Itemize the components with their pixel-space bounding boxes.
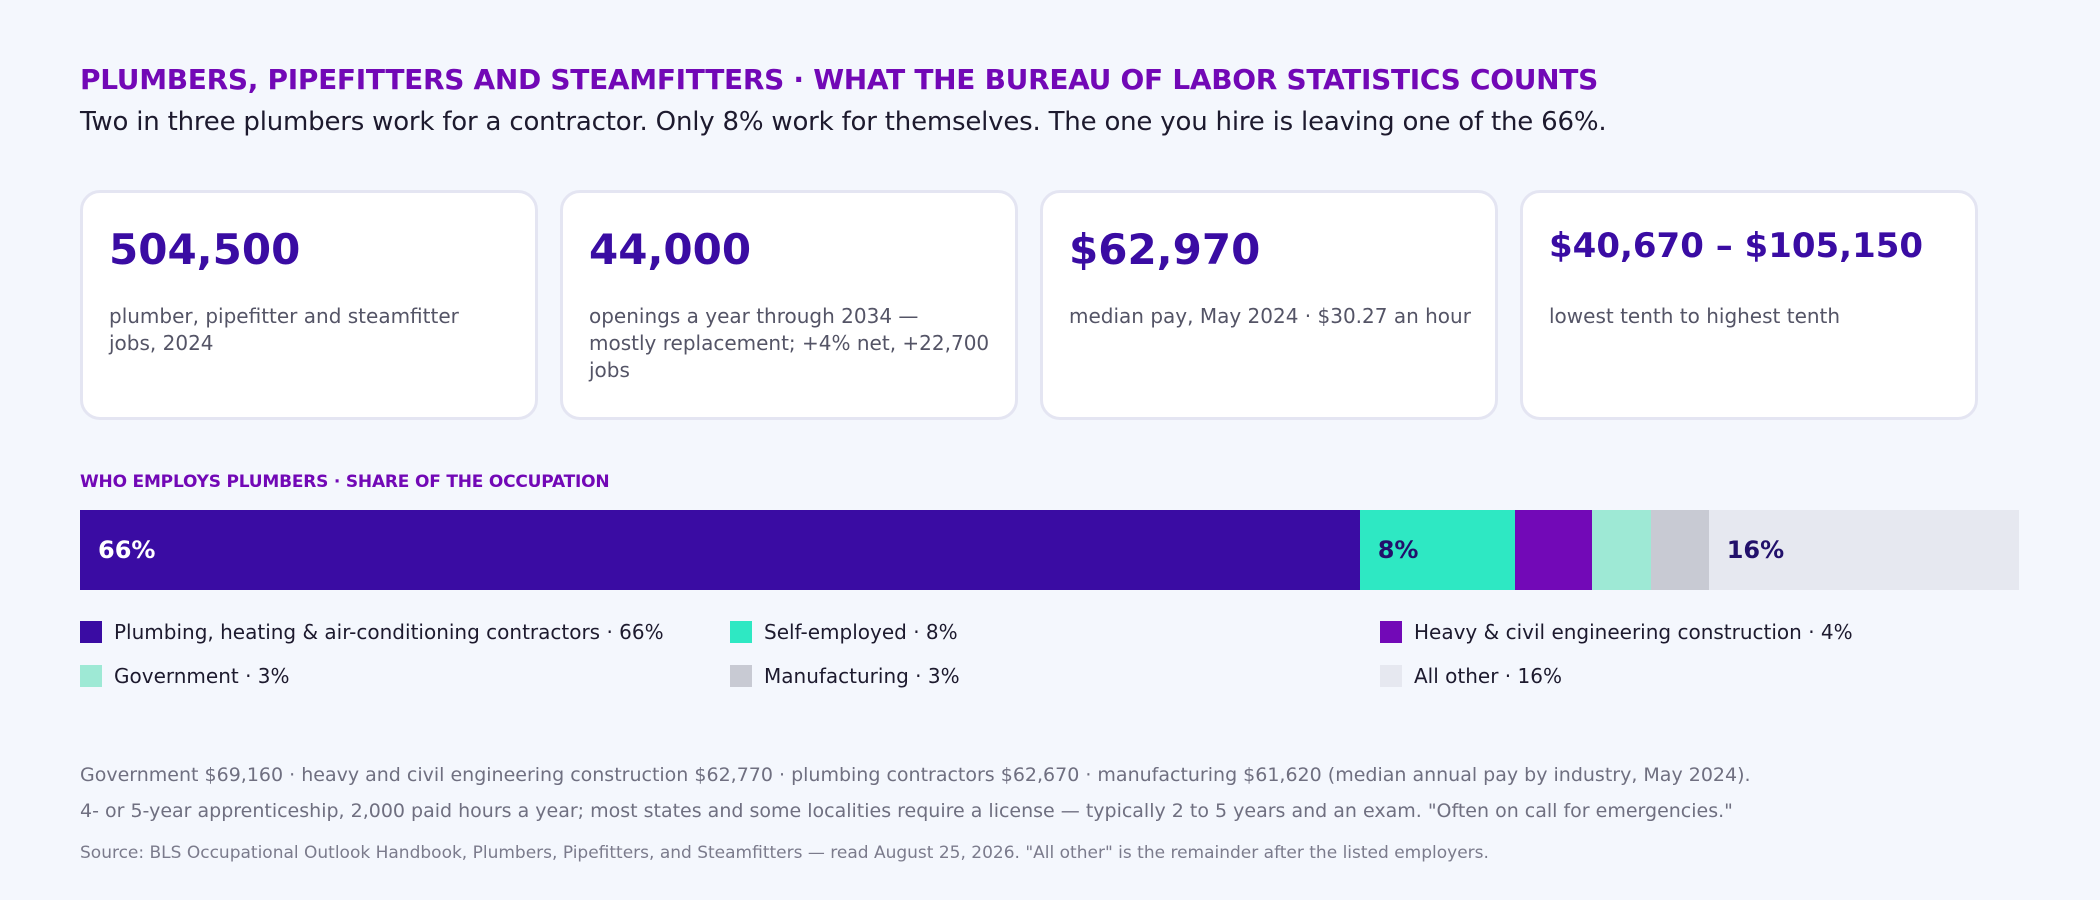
stat-desc: openings a year through 2034 — mostly re… (589, 304, 990, 382)
stat-card-jobs: 504,500 plumber, pipefitter and steamfit… (80, 190, 538, 420)
bar-segment-manufacturing (1650, 510, 1709, 590)
subtitle: Two in three plumbers work for a contrac… (80, 107, 1607, 137)
legend-item: All other · 16% (1380, 664, 1562, 688)
stat-card-openings: 44,000 openings a year through 2034 — mo… (560, 190, 1018, 420)
legend-label: All other · 16% (1414, 664, 1562, 688)
bar-segment-plumbing-heating-air-conditioning-contractors: 66% (80, 510, 1360, 590)
legend-swatch (1380, 621, 1402, 643)
stat-value: $40,670 – $105,150 (1549, 226, 1924, 266)
stat-value: $62,970 (1069, 225, 1261, 274)
stat-desc: plumber, pipefitter and steamfitter jobs… (109, 304, 459, 355)
bar-segment-self-employed: 8% (1359, 510, 1515, 590)
stat-value: 504,500 (109, 225, 301, 274)
stat-desc: median pay, May 2024 · $30.27 an hour (1069, 304, 1471, 328)
bar-segment-government (1592, 510, 1651, 590)
kicker-title: PLUMBERS, PIPEFITTERS AND STEAMFITTERS ·… (80, 63, 1598, 96)
legend-swatch (80, 665, 102, 687)
stacked-bar: 66% 8% 16% (80, 510, 2019, 590)
legend-swatch (1380, 665, 1402, 687)
legend-label: Manufacturing · 3% (764, 664, 960, 688)
segment-label: 8% (1377, 536, 1419, 564)
bar-segment-all-other: 16% (1708, 510, 2019, 590)
stat-desc: lowest tenth to highest tenth (1549, 304, 1841, 328)
segment-label: 66% (98, 536, 156, 564)
legend-item: Heavy & civil engineering construction ·… (1380, 620, 1853, 644)
chart-title: WHO EMPLOYS PLUMBERS · SHARE OF THE OCCU… (80, 472, 610, 492)
legend-item: Government · 3% (80, 664, 290, 688)
legend-item: Self-employed · 8% (730, 620, 958, 644)
legend-label: Government · 3% (114, 664, 290, 688)
note-apprenticeship: 4- or 5-year apprenticeship, 2,000 paid … (80, 800, 1733, 822)
source-note: Source: BLS Occupational Outlook Handboo… (80, 843, 1489, 863)
stat-card-median-pay: $62,970 median pay, May 2024 · $30.27 an… (1040, 190, 1498, 420)
stat-value: 44,000 (589, 225, 752, 274)
stat-cards: 504,500 plumber, pipefitter and steamfit… (80, 190, 1978, 420)
notes: Government $69,160 · heavy and civil eng… (80, 757, 1751, 829)
legend-item: Plumbing, heating & air-conditioning con… (80, 620, 664, 644)
legend-swatch (730, 621, 752, 643)
legend-swatch (80, 621, 102, 643)
bar-segment-heavy-civil-engineering-construction (1514, 510, 1593, 590)
note-pay-by-industry: Government $69,160 · heavy and civil eng… (80, 764, 1751, 786)
segment-label: 16% (1726, 536, 1785, 564)
legend-swatch (730, 665, 752, 687)
stat-card-pay-range: $40,670 – $105,150 lowest tenth to highe… (1520, 190, 1978, 420)
legend-label: Self-employed · 8% (764, 620, 958, 644)
legend-label: Plumbing, heating & air-conditioning con… (114, 620, 664, 644)
legend-item: Manufacturing · 3% (730, 664, 960, 688)
legend-label: Heavy & civil engineering construction ·… (1414, 620, 1853, 644)
